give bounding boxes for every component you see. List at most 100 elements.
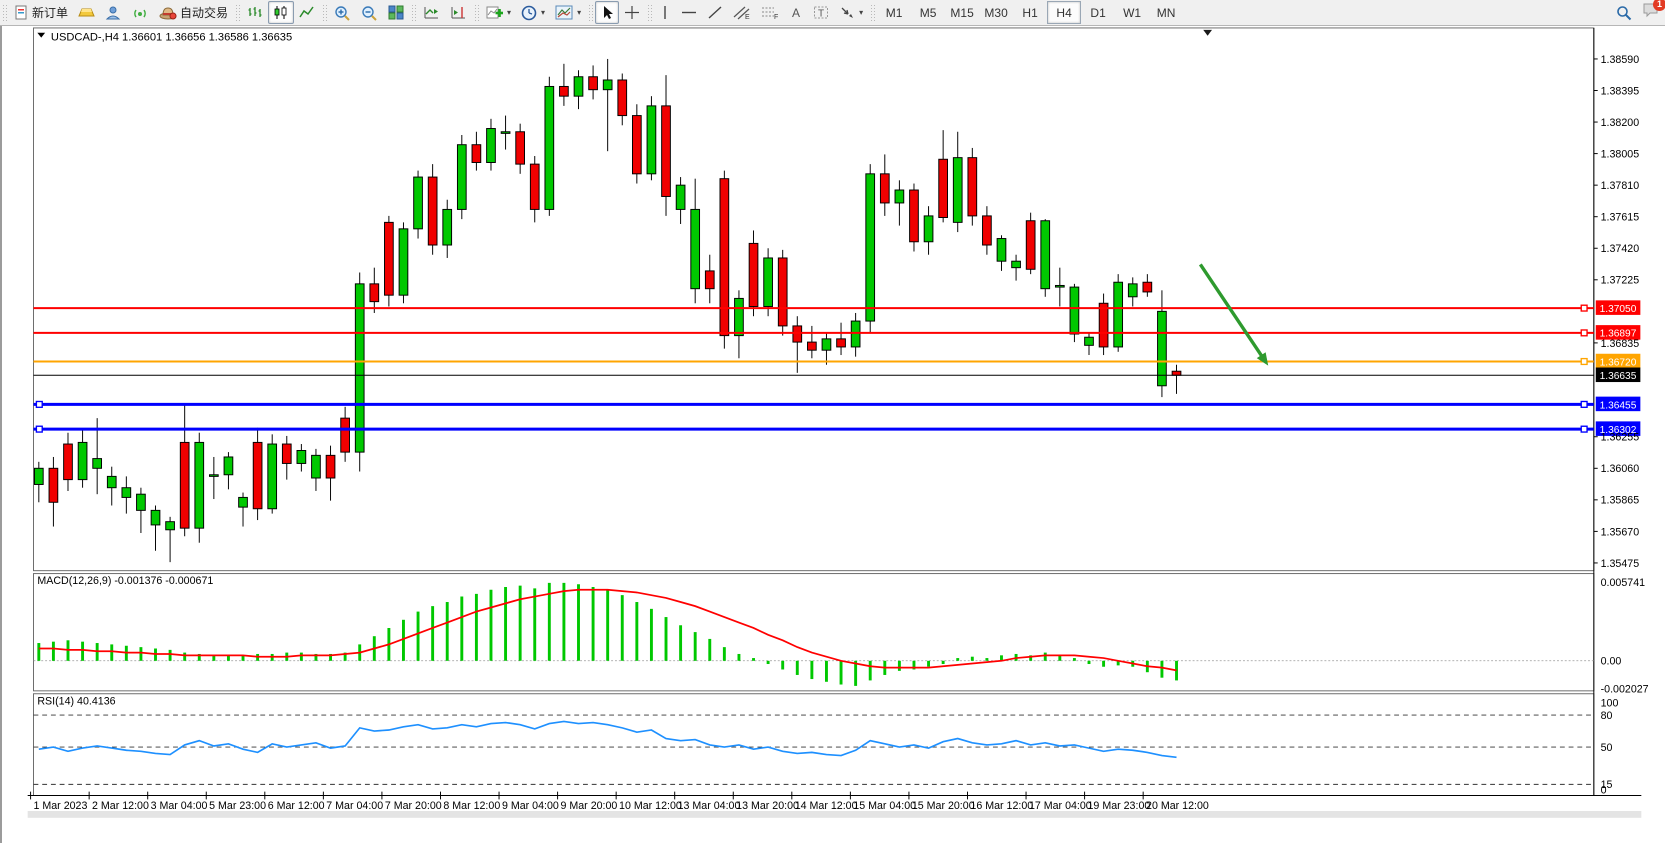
svg-text:13 Mar 04:00: 13 Mar 04:00 — [678, 800, 741, 812]
signals-button[interactable] — [127, 1, 154, 24]
new-order-button[interactable]: 新订单 — [9, 1, 73, 24]
horizontal-line-icon — [682, 11, 697, 14]
svg-text:MACD(12,26,9) -0.001376 -0.000: MACD(12,26,9) -0.001376 -0.000671 — [37, 575, 213, 587]
svg-text:1.38590: 1.38590 — [1601, 54, 1640, 66]
toolbar-grip — [870, 3, 876, 22]
time-axis[interactable]: 1 Mar 2023 2 Mar 12:00 3 Mar 04:00 5 Mar 23… — [27, 791, 1642, 812]
line-chart-button[interactable] — [294, 1, 320, 24]
svg-text:14 Mar 12:00: 14 Mar 12:00 — [795, 800, 858, 812]
arrows-tool-button[interactable]: ▾ — [834, 1, 868, 24]
hline-tool-button[interactable] — [676, 1, 702, 24]
vline-tool-button[interactable] — [654, 1, 676, 24]
svg-text:3 Mar 04:00: 3 Mar 04:00 — [151, 800, 208, 812]
toolbar-grip — [411, 3, 417, 22]
arrow-annotation[interactable] — [1198, 263, 1269, 366]
svg-text:F: F — [774, 14, 778, 20]
indicators-icon — [486, 6, 504, 19]
channel-tool-button[interactable]: E — [728, 1, 756, 24]
svg-text:0.00: 0.00 — [1601, 656, 1622, 668]
indicators-button[interactable]: ▾ — [481, 1, 516, 24]
zoom-out-icon — [362, 5, 377, 21]
chart-window: 1.37050 1.36897 1.36720 1.36455 1.36302 1.366… — [0, 26, 1665, 843]
text-tool-button[interactable]: A — [784, 1, 808, 24]
price-axis[interactable]: 1.38590 1.38395 1.38200 1.38005 1.37810 1.376… — [1593, 54, 1640, 570]
chart-shift-button[interactable] — [445, 1, 472, 24]
chat-button[interactable]: 1 — [1642, 0, 1665, 23]
svg-text:T: T — [818, 9, 824, 20]
svg-text:9 Mar 20:00: 9 Mar 20:00 — [560, 800, 617, 812]
toolbar-grip — [2, 3, 7, 22]
svg-text:1.36897: 1.36897 — [1600, 329, 1637, 340]
timeframe-button-h1[interactable]: H1 — [1022, 5, 1038, 20]
timeframe-button-m15[interactable]: M15 — [950, 5, 974, 20]
timeframe-button-m30[interactable]: M30 — [984, 5, 1008, 20]
autotrading-button[interactable]: 自动交易 — [154, 1, 233, 24]
timeframe-button-m5[interactable]: M5 — [919, 5, 937, 20]
chart-shift-icon — [451, 7, 466, 19]
tile-windows-button[interactable] — [383, 1, 409, 24]
new-order-icon — [15, 5, 27, 20]
community-person-icon — [105, 6, 121, 20]
periods-button[interactable]: ▾ — [516, 1, 550, 24]
templates-caret: ▾ — [577, 8, 582, 17]
autoscroll-button[interactable] — [418, 1, 445, 24]
svg-text:1.36060: 1.36060 — [1601, 463, 1640, 475]
timeframe-button-d1[interactable]: D1 — [1090, 5, 1106, 20]
candlestick-chart-button[interactable] — [268, 1, 295, 24]
timeframe-button-w1[interactable]: W1 — [1123, 5, 1142, 20]
text-label-tool-button[interactable]: T — [808, 1, 834, 24]
zoom-out-button[interactable] — [356, 1, 383, 24]
svg-text:100: 100 — [1601, 697, 1619, 709]
svg-text:-0.002027: -0.002027 — [1601, 683, 1649, 695]
svg-text:8 Mar 12:00: 8 Mar 12:00 — [443, 800, 500, 812]
templates-button[interactable]: ▾ — [550, 1, 586, 24]
arrows-caret: ▾ — [859, 8, 864, 17]
timeframe-button-mn[interactable]: MN — [1156, 5, 1176, 20]
svg-text:1.37050: 1.37050 — [1600, 304, 1637, 315]
cursor-icon — [604, 6, 614, 19]
svg-text:17 Mar 04:00: 17 Mar 04:00 — [1029, 800, 1092, 812]
svg-text:2 Mar 12:00: 2 Mar 12:00 — [92, 800, 149, 812]
svg-text:7 Mar 04:00: 7 Mar 04:00 — [326, 800, 383, 812]
svg-text:13 Mar 20:00: 13 Mar 20:00 — [736, 800, 799, 812]
svg-text:1.37225: 1.37225 — [1601, 275, 1640, 287]
timeframe-button-h4[interactable]: H4 — [1047, 1, 1082, 24]
candlestick-chart-icon — [274, 6, 287, 19]
vertical-line-icon — [664, 6, 666, 19]
bar-chart-icon — [248, 7, 262, 17]
svg-text:9 Mar 04:00: 9 Mar 04:00 — [502, 800, 559, 812]
chart-collapse-triangle[interactable] — [37, 32, 46, 38]
signals-icon — [134, 9, 146, 18]
mql-gold-button[interactable] — [73, 1, 100, 24]
svg-text:1.36720: 1.36720 — [1600, 357, 1637, 368]
chart-shift-marker[interactable] — [1203, 29, 1212, 36]
toolbar-grip — [647, 3, 653, 22]
price-chart-canvas[interactable]: 1.37050 1.36897 1.36720 1.36455 1.36302 1.366… — [2, 26, 1665, 843]
crosshair-tool-button[interactable] — [619, 1, 645, 24]
chart-frame — [27, 27, 1642, 818]
svg-text:1 Mar 2023: 1 Mar 2023 — [33, 800, 87, 812]
svg-text:16 Mar 12:00: 16 Mar 12:00 — [970, 800, 1033, 812]
fibonacci-icon: F — [762, 7, 778, 20]
svg-text:1.36455: 1.36455 — [1600, 400, 1637, 411]
arrows-icon — [841, 7, 854, 18]
new-order-label: 新订单 — [32, 6, 69, 20]
toolbar-grip — [588, 3, 594, 22]
trendline-icon — [708, 6, 722, 19]
search-icon[interactable] — [1616, 5, 1632, 21]
timeframe-group: M1 M5 M15 M30 H1 H4 D1 W1 MN — [877, 1, 1183, 24]
zoom-in-button[interactable] — [329, 1, 356, 24]
svg-text:1.37810: 1.37810 — [1601, 180, 1640, 192]
svg-text:10 Mar 12:00: 10 Mar 12:00 — [619, 800, 682, 812]
svg-text:7 Mar 20:00: 7 Mar 20:00 — [385, 800, 442, 812]
fibonacci-tool-button[interactable]: F — [756, 1, 784, 24]
autoscroll-icon — [424, 7, 439, 19]
horizontal-line-objects[interactable]: 1.37050 1.36897 1.36720 1.36455 1.36302 1.366… — [33, 300, 1641, 436]
svg-text:1.36302: 1.36302 — [1600, 425, 1637, 436]
cursor-tool-button[interactable] — [595, 1, 620, 24]
community-button[interactable] — [100, 1, 127, 24]
bar-chart-button[interactable] — [242, 1, 268, 24]
trendline-tool-button[interactable] — [702, 1, 728, 24]
templates-icon — [555, 5, 573, 20]
timeframe-button-m1[interactable]: M1 — [885, 5, 903, 20]
